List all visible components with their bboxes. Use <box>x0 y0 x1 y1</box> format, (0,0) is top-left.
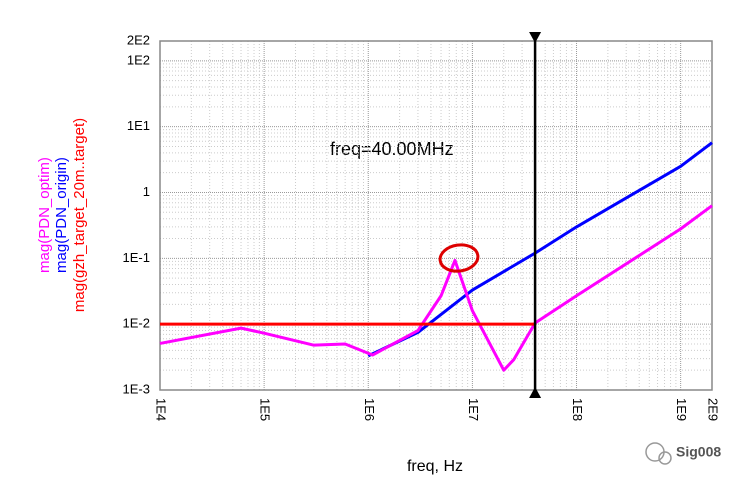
y-tick-label: 1E-3 <box>123 381 150 396</box>
x-tick-label: 1E6 <box>362 398 377 421</box>
x-tick-label: 1E7 <box>466 398 481 421</box>
series-line <box>159 204 713 372</box>
legend-label: mag(PDN_origin) <box>53 157 70 273</box>
legend-label: mag(PDN_optim) <box>36 157 53 273</box>
marker-triangle <box>529 32 542 43</box>
y-tick-label: 1E-2 <box>123 316 150 331</box>
watermark: Sig008 <box>676 444 721 460</box>
y-tick-label: 1E-1 <box>123 250 150 265</box>
legend-label: mag(gzh_target_20m..target) <box>71 118 88 312</box>
watermark-icon <box>645 442 672 465</box>
x-tick-label: 1E4 <box>154 398 169 421</box>
highlight-circle <box>438 243 480 273</box>
x-axis-label: freq, Hz <box>407 458 463 475</box>
x-tick-label: 1E5 <box>258 398 273 421</box>
y-tick-label: 2E2 <box>127 32 150 47</box>
y-tick-label: 1 <box>143 184 150 199</box>
x-tick-label: 1E9 <box>674 398 689 421</box>
y-tick-label: 1E2 <box>127 52 150 67</box>
x-tick-label: 2E9 <box>706 398 721 421</box>
marker-triangle <box>529 387 542 398</box>
x-tick-label: 1E8 <box>570 398 585 421</box>
y-tick-label: 1E1 <box>127 118 150 133</box>
marker-label: freq=40.00MHz <box>330 139 454 159</box>
plot-frame <box>159 40 713 391</box>
